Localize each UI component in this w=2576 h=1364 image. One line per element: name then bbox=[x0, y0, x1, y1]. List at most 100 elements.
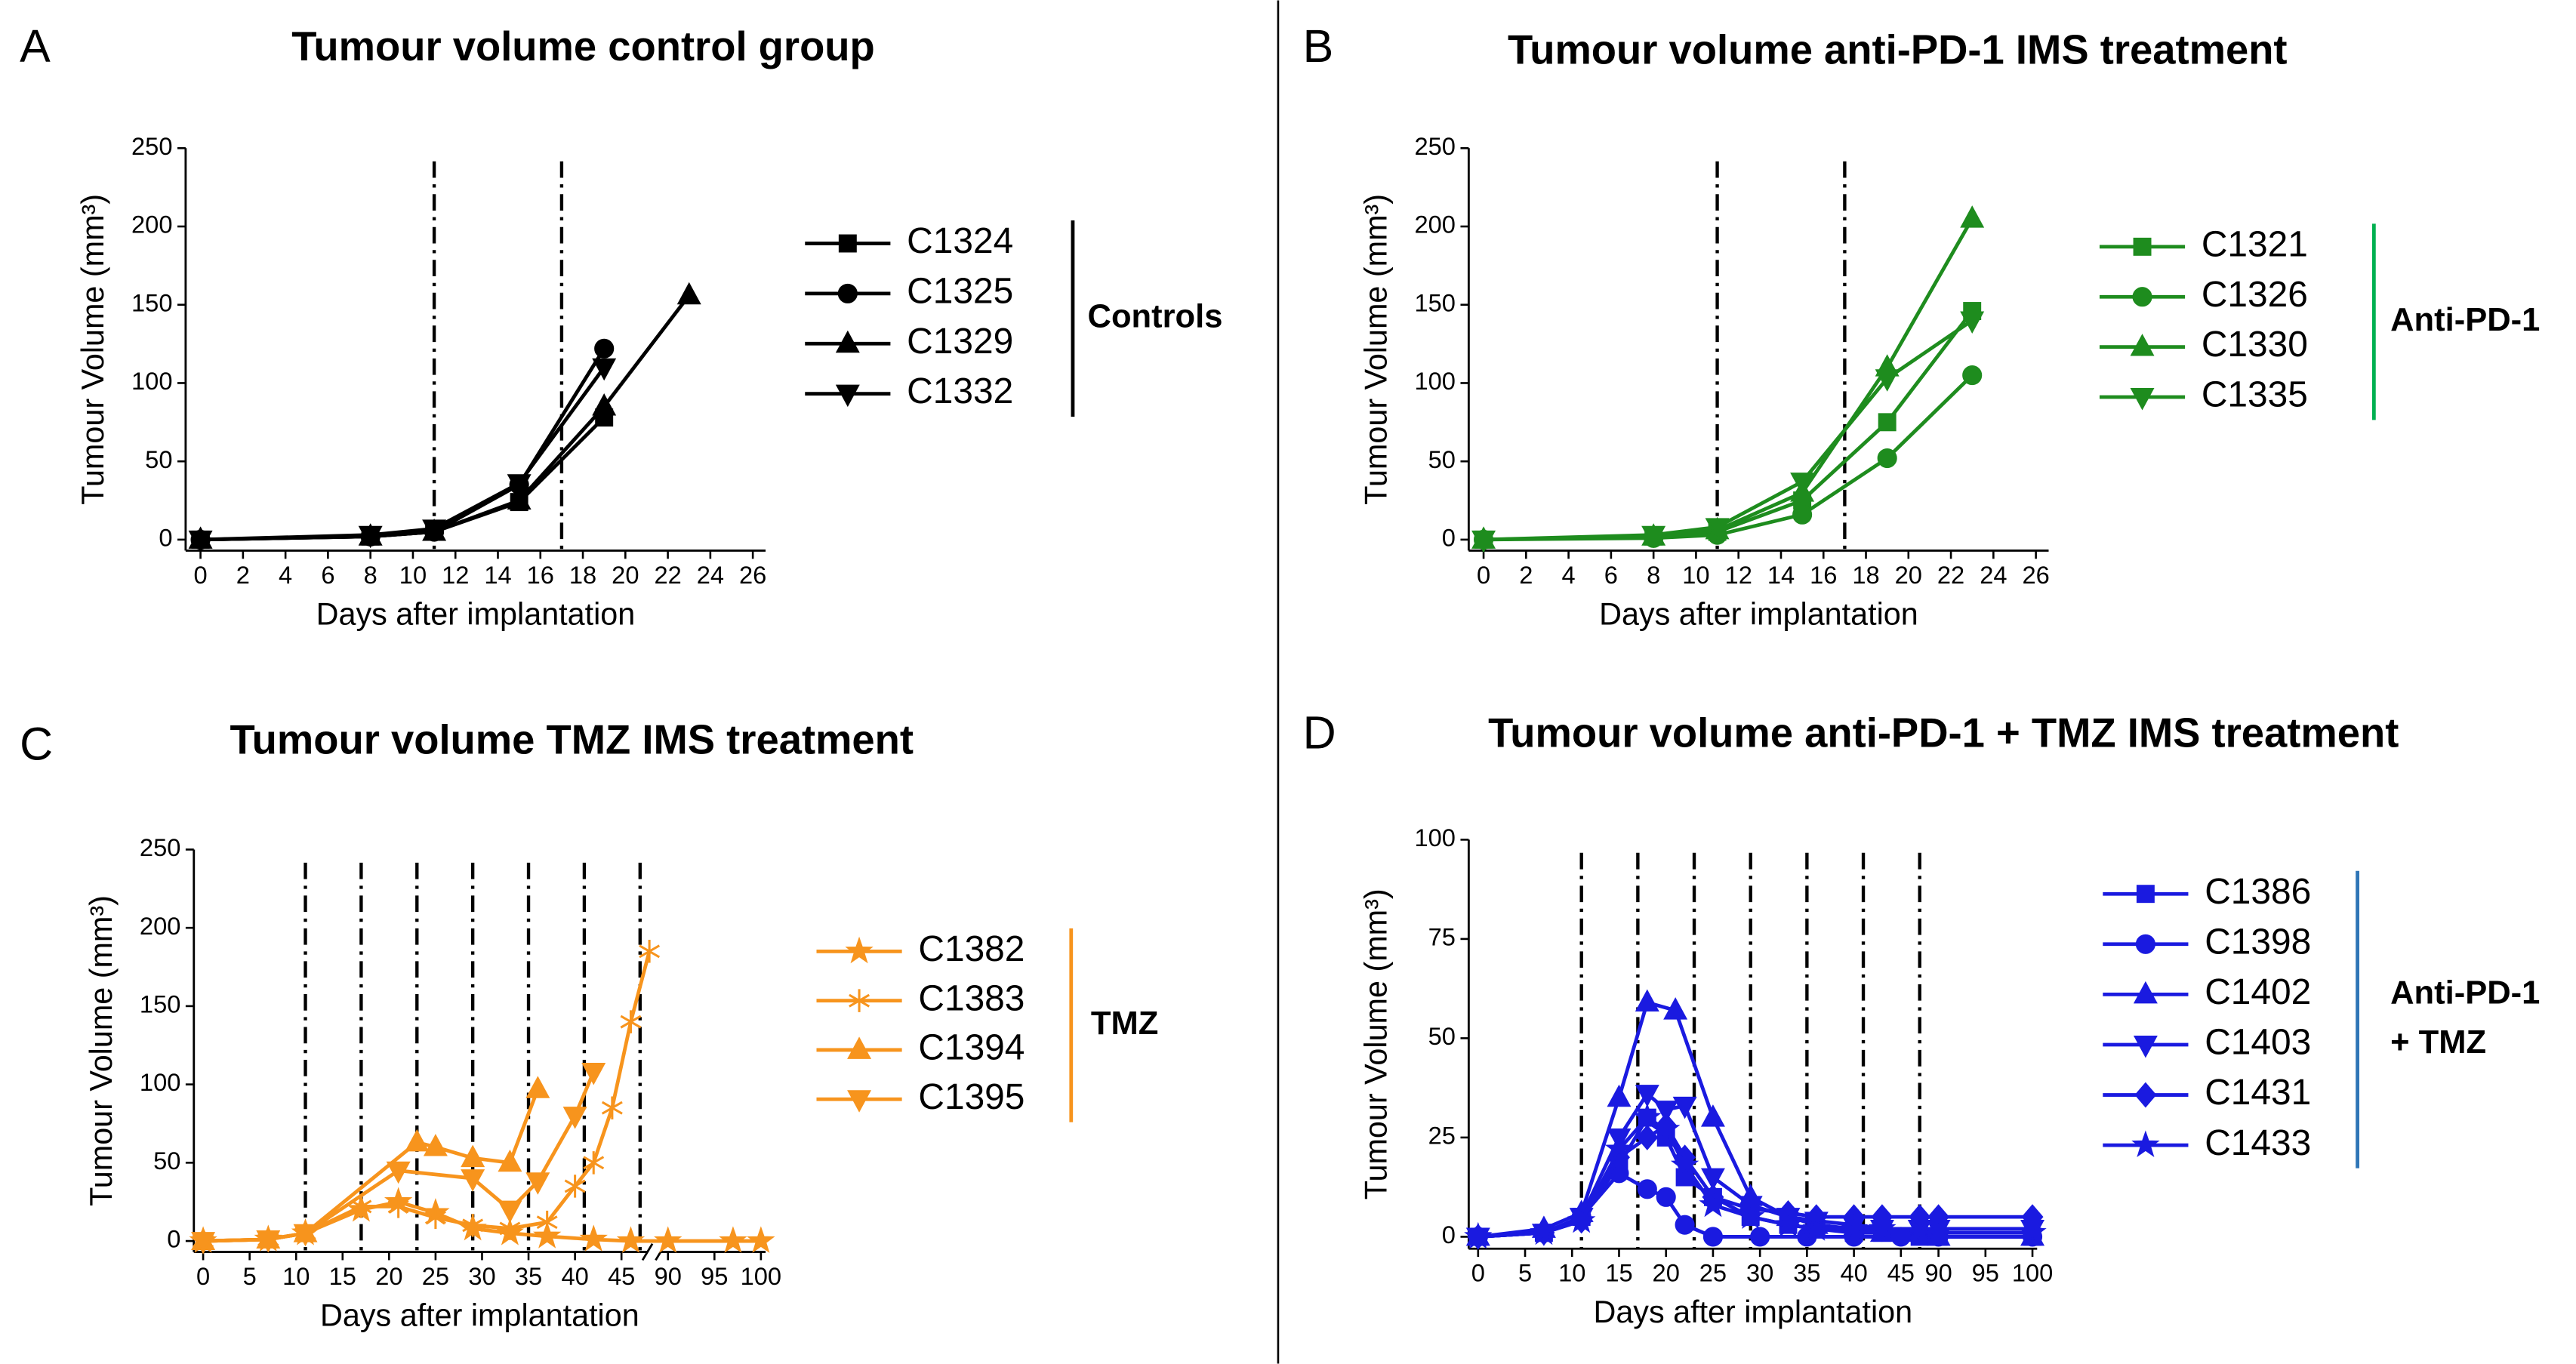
y-tick-label: 150 bbox=[131, 288, 172, 316]
marker bbox=[562, 1107, 587, 1129]
marker bbox=[1877, 448, 1897, 469]
marker bbox=[1839, 1214, 1869, 1241]
marker bbox=[639, 940, 661, 963]
marker bbox=[1750, 1227, 1770, 1247]
marker bbox=[191, 1232, 216, 1255]
y-tick-label: 75 bbox=[1428, 923, 1456, 951]
legend-marker bbox=[2135, 934, 2155, 954]
x-tick-label: 16 bbox=[1810, 561, 1837, 589]
x-tick-label: 4 bbox=[279, 561, 292, 589]
marker bbox=[1672, 1096, 1697, 1119]
y-tick-label: 25 bbox=[1428, 1122, 1456, 1150]
marker bbox=[256, 1230, 281, 1253]
marker bbox=[1652, 1114, 1681, 1142]
y-axis-label: Tumour Volume (mm³) bbox=[84, 895, 119, 1206]
marker bbox=[536, 1210, 558, 1234]
x-axis-label: Days after implantation bbox=[316, 596, 636, 631]
x-tick-label: 24 bbox=[1980, 561, 2007, 589]
marker bbox=[1653, 1101, 1678, 1123]
legend-label: C1325 bbox=[907, 272, 1013, 312]
marker bbox=[1604, 1135, 1634, 1162]
x-tick-label: 24 bbox=[697, 561, 724, 589]
marker bbox=[350, 1195, 372, 1218]
legend-label: C1386 bbox=[2205, 872, 2311, 912]
chart-title: Tumour volume anti-PD-1 + TMZ IMS treatm… bbox=[1488, 710, 2399, 756]
marker bbox=[2018, 1218, 2047, 1245]
y-tick-label: 250 bbox=[1415, 132, 1456, 160]
x-tick-label: 40 bbox=[561, 1262, 588, 1290]
y-tick-label: 250 bbox=[140, 833, 180, 861]
marker bbox=[676, 282, 701, 305]
legend-marker bbox=[835, 330, 860, 353]
group-label: Anti-PD-1 bbox=[2390, 302, 2540, 338]
x-tick-label: 14 bbox=[484, 561, 511, 589]
marker bbox=[386, 1161, 411, 1184]
legend-label: C1402 bbox=[2205, 972, 2311, 1012]
marker bbox=[1924, 1218, 1953, 1245]
y-tick-label: 150 bbox=[140, 990, 180, 1018]
panel-letter: C bbox=[20, 719, 53, 770]
group-label: Anti-PD-1 bbox=[2390, 975, 2540, 1011]
marker bbox=[1637, 1179, 1657, 1199]
x-tick-label: 0 bbox=[1471, 1259, 1485, 1287]
legend-label: C1383 bbox=[918, 978, 1025, 1018]
legend-marker bbox=[849, 989, 870, 1012]
marker bbox=[1670, 1150, 1699, 1178]
marker bbox=[1700, 1168, 1725, 1191]
marker bbox=[358, 525, 383, 549]
x-tick-label: 2 bbox=[1519, 561, 1533, 589]
legend-marker bbox=[837, 283, 858, 303]
marker bbox=[1530, 1218, 1558, 1245]
y-tick-label: 200 bbox=[1415, 211, 1456, 239]
marker bbox=[594, 338, 615, 359]
y-tick-label: 0 bbox=[1442, 1221, 1456, 1249]
marker bbox=[461, 1169, 485, 1192]
y-tick-label: 0 bbox=[167, 1225, 180, 1253]
y-tick-label: 0 bbox=[159, 524, 172, 552]
y-tick-label: 100 bbox=[1415, 367, 1456, 395]
y-tick-label: 0 bbox=[1442, 524, 1456, 552]
panel-letter: A bbox=[20, 20, 51, 72]
legend-marker bbox=[2130, 387, 2155, 411]
marker bbox=[1700, 1104, 1725, 1127]
y-tick-label: 50 bbox=[1428, 1022, 1456, 1050]
x-tick-label: 18 bbox=[1852, 561, 1879, 589]
marker bbox=[525, 1172, 550, 1195]
x-axis-label: Days after implantation bbox=[320, 1298, 639, 1333]
marker bbox=[507, 487, 532, 510]
marker bbox=[1567, 1205, 1596, 1233]
x-tick-label: 15 bbox=[1605, 1259, 1632, 1287]
marker bbox=[616, 1226, 646, 1253]
x-tick-label: 20 bbox=[612, 561, 639, 589]
x-tick-label: 12 bbox=[442, 561, 469, 589]
x-tick-label: 26 bbox=[739, 561, 766, 589]
marker bbox=[719, 1226, 747, 1253]
marker bbox=[592, 358, 617, 381]
x-tick-label: 20 bbox=[1653, 1259, 1680, 1287]
marker bbox=[747, 1226, 775, 1253]
marker bbox=[1702, 1227, 1723, 1247]
legend-marker bbox=[847, 1090, 872, 1113]
series-line bbox=[1478, 1122, 2033, 1239]
x-tick-label: 16 bbox=[527, 561, 554, 589]
marker bbox=[592, 393, 617, 416]
panel-letter: D bbox=[1303, 707, 1336, 758]
legend-label: C1321 bbox=[2202, 224, 2308, 264]
marker bbox=[1802, 1214, 1831, 1241]
legend-label: C1326 bbox=[2202, 275, 2308, 315]
marker bbox=[498, 1200, 522, 1224]
marker bbox=[532, 1221, 562, 1249]
chart-title: Tumour volume anti-PD-1 IMS treatment bbox=[1508, 26, 2288, 72]
x-tick-label: 10 bbox=[1558, 1259, 1585, 1287]
legend-marker bbox=[847, 1036, 872, 1059]
marker bbox=[579, 1224, 608, 1252]
x-tick-label: 30 bbox=[1746, 1259, 1773, 1287]
y-axis-label: Tumour Volume (mm³) bbox=[1359, 194, 1394, 505]
legend-marker bbox=[2133, 237, 2152, 256]
y-tick-label: 100 bbox=[140, 1068, 180, 1096]
legend-label: C1335 bbox=[2202, 375, 2308, 415]
legend-label: C1431 bbox=[2205, 1073, 2311, 1113]
